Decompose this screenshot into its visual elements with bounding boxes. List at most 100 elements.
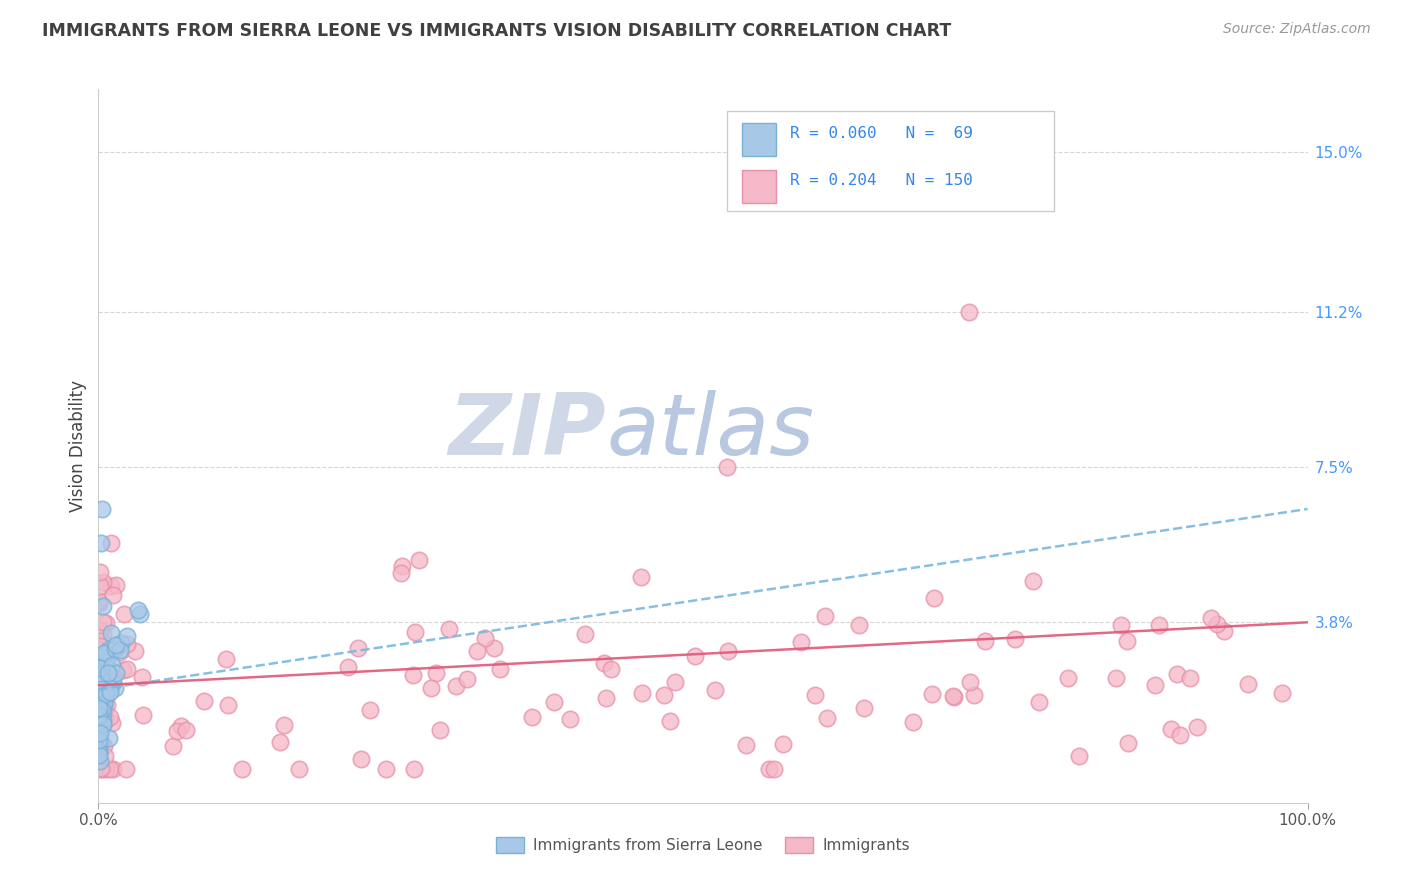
Point [87,732,110,747]
Point [91,703,114,717]
FancyBboxPatch shape [727,111,1053,211]
Point [973,634,995,648]
Point [94,690,117,704]
Point [93,701,115,715]
Point [90,672,112,686]
Point [921,687,943,701]
Point [389,566,412,580]
Point [336,660,359,674]
Y-axis label: Vision Disability: Vision Disability [69,380,87,512]
Point [1144,678,1167,692]
Point [93,663,115,677]
Point [215,651,238,665]
Point [101,674,124,689]
Point [91,705,114,719]
Point [117,629,139,643]
Point [98,762,121,776]
Point [89,673,111,687]
Point [89,623,111,637]
Point [93,698,115,712]
Point [97,666,120,681]
Point [273,718,295,732]
Point [1116,634,1139,648]
Point [89,579,111,593]
Point [97,642,120,657]
Point [90,762,112,776]
Point [391,558,413,573]
Point [89,680,111,694]
Point [735,739,758,753]
Point [100,536,122,550]
Text: R = 0.060   N =  69: R = 0.060 N = 69 [790,126,973,141]
Point [716,644,738,658]
Point [375,762,398,776]
Point [599,662,621,676]
Point [117,637,139,651]
Point [404,762,426,776]
Point [350,752,373,766]
Point [217,698,239,712]
Point [114,607,136,622]
Point [91,502,114,516]
Point [703,683,725,698]
Text: Source: ZipAtlas.com: Source: ZipAtlas.com [1223,22,1371,37]
Point [89,730,111,744]
Point [89,707,111,722]
Point [957,304,980,318]
Point [959,675,981,690]
Point [87,701,110,715]
Point [815,711,838,725]
Text: ZIP: ZIP [449,390,606,474]
Point [89,701,111,715]
Point [94,658,117,673]
Point [89,596,111,610]
Point [89,695,111,709]
Point [652,688,675,702]
Point [101,667,124,681]
Point [93,658,115,673]
Point [176,723,198,737]
Point [169,719,191,733]
Point [91,695,114,709]
Point [1067,748,1090,763]
Point [100,626,122,640]
Point [91,686,114,700]
Point [127,603,149,617]
Point [574,627,596,641]
Point [90,673,112,687]
Point [131,670,153,684]
Point [94,762,117,776]
Point [1185,720,1208,734]
Point [103,762,125,776]
Point [89,660,111,674]
Point [1201,611,1223,625]
Point [91,640,114,655]
Point [89,565,111,579]
Point [90,634,112,648]
Point [901,714,924,729]
Point [91,575,114,590]
Point [456,672,478,686]
Point [90,535,112,549]
Point [269,734,291,748]
Point [592,656,614,670]
Point [90,662,112,676]
Point [94,749,117,764]
Point [98,731,121,745]
Point [942,690,965,704]
Point [474,631,496,645]
Point [94,687,117,701]
Point [98,681,121,695]
Point [111,663,134,677]
Point [91,599,114,613]
Point [776,153,799,168]
Point [287,762,309,776]
Point [1022,574,1045,588]
Point [91,717,114,731]
Point [943,690,966,705]
Point [87,594,110,608]
Point [231,762,253,776]
Point [758,762,780,776]
Point [420,681,443,695]
Point [103,588,125,602]
